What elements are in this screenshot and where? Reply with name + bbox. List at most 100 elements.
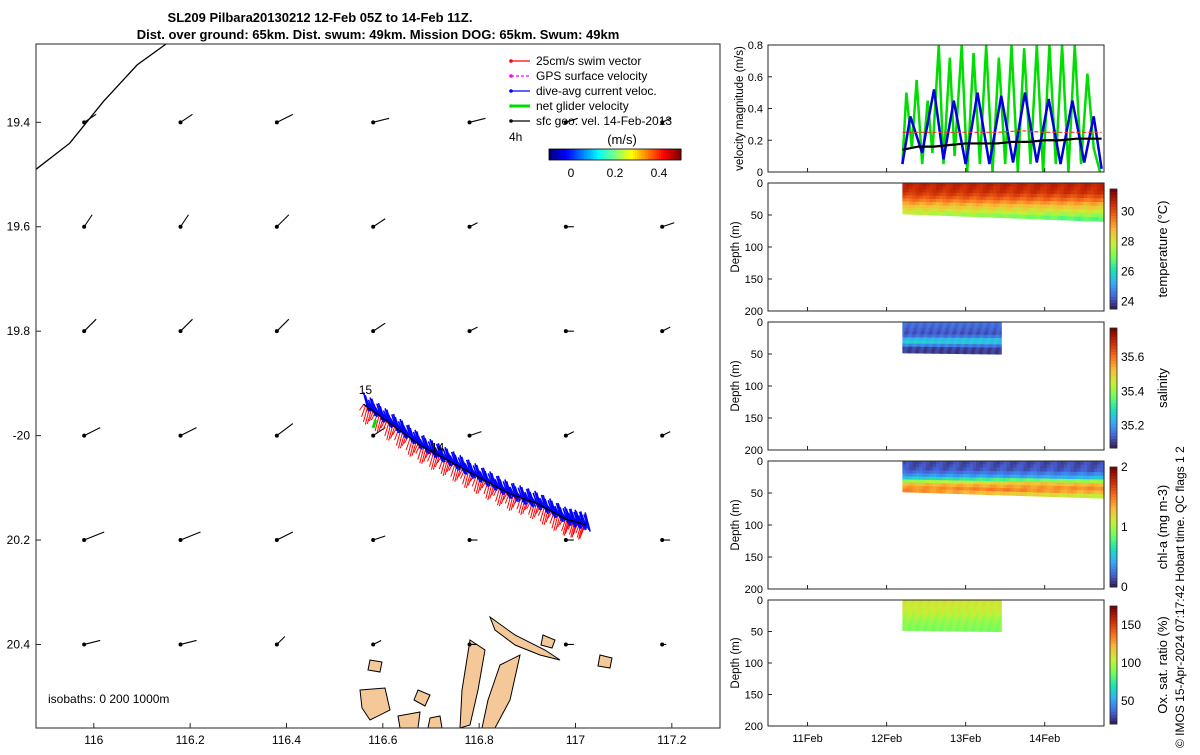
section-cell	[972, 470, 977, 475]
section-cell	[923, 612, 927, 616]
section-cell	[1006, 203, 1011, 208]
section-cell	[989, 347, 992, 352]
section-cell	[959, 470, 964, 475]
colorbar-tick-label: 0	[568, 166, 575, 180]
section-cell	[1033, 464, 1038, 469]
section-cell	[919, 482, 924, 487]
section-cell	[1067, 475, 1071, 480]
section-cell	[1100, 183, 1105, 188]
geo-velocity-arrow	[467, 326, 478, 334]
section-cell	[968, 612, 971, 617]
section-cell	[964, 600, 968, 604]
arrow-head	[467, 329, 472, 334]
section-cell	[969, 331, 973, 336]
section-cell	[943, 603, 946, 607]
section-cell	[920, 340, 923, 345]
section-cell	[935, 343, 938, 348]
section-cell	[1083, 475, 1088, 480]
section-cell	[943, 618, 946, 623]
section-cell	[936, 350, 940, 354]
section-cell	[927, 337, 930, 342]
section-cell	[999, 203, 1004, 208]
colorbar-cell	[670, 149, 673, 160]
section-cell	[925, 609, 928, 613]
section-cell	[993, 203, 998, 208]
section-cell	[984, 612, 987, 617]
section-cell	[915, 467, 920, 471]
section-cell	[981, 621, 984, 626]
section-cell	[958, 344, 961, 348]
geo-velocity-arrow	[178, 427, 197, 438]
section-cell	[993, 200, 998, 205]
section-cell	[942, 189, 947, 194]
section-cell	[984, 341, 987, 345]
section-cell	[1026, 474, 1031, 479]
section-cell	[968, 603, 971, 607]
arrow-head	[660, 120, 665, 125]
section-cell	[922, 476, 927, 481]
section-cell	[978, 328, 981, 333]
section-cell	[933, 612, 936, 616]
section-cell	[974, 328, 978, 333]
section-cell	[1023, 464, 1028, 469]
section-cell	[955, 328, 958, 333]
section-cell	[999, 622, 1002, 626]
section-cell	[999, 488, 1004, 493]
colorbar-cell	[1110, 665, 1117, 669]
swim-vector	[411, 442, 417, 456]
section-cell	[935, 334, 938, 339]
colorbar-cell	[1110, 409, 1117, 413]
section-cell	[1093, 209, 1098, 215]
section-cell	[946, 331, 950, 336]
current-vector	[362, 392, 370, 412]
section-cell	[983, 328, 986, 333]
section-cell	[1016, 491, 1021, 496]
section-cell	[1053, 475, 1058, 480]
section-cell	[1043, 193, 1048, 199]
colorbar-cell	[1110, 222, 1117, 226]
colorbar-frame	[548, 148, 682, 161]
section-cell	[1026, 478, 1031, 483]
colorbar-cell	[1110, 700, 1117, 704]
section-cell	[979, 196, 984, 201]
section-cell	[996, 189, 1001, 194]
section-cell	[1040, 183, 1045, 188]
colorbar-cell	[612, 149, 616, 160]
section-cell	[1006, 193, 1011, 198]
section-cell	[905, 470, 910, 474]
section-cell	[966, 461, 971, 465]
section-cell	[969, 347, 973, 352]
section-cell	[1050, 468, 1055, 473]
section-cell	[923, 618, 927, 622]
section-cell	[1043, 211, 1048, 217]
section-cell	[992, 325, 996, 329]
section-cell	[928, 600, 931, 604]
section-cell	[925, 479, 930, 484]
section-cell	[969, 202, 974, 207]
section-cell	[1097, 483, 1102, 488]
section-cell	[963, 331, 966, 336]
section-cell	[976, 347, 979, 352]
section-cell	[920, 624, 923, 629]
section-cell	[972, 206, 977, 211]
section-cell	[1006, 471, 1011, 476]
section-cell	[1063, 464, 1068, 469]
section-cell	[966, 344, 969, 348]
section-cell	[989, 467, 994, 472]
section-cell	[912, 621, 915, 625]
section-cell	[986, 471, 991, 475]
section-cell	[1080, 479, 1085, 484]
section-cell	[946, 343, 950, 348]
section-cell	[994, 618, 997, 623]
section-cell	[983, 606, 986, 610]
colorbar-cell	[1110, 424, 1117, 428]
section-cell	[1009, 200, 1014, 205]
section-cell	[976, 487, 981, 492]
y-tick-label: 20.2	[7, 533, 31, 547]
geo-velocity-arrow	[178, 214, 189, 229]
section-cell	[1043, 215, 1048, 220]
section-cell	[983, 350, 986, 355]
section-cell	[976, 322, 979, 326]
section-cell	[1016, 474, 1021, 479]
current-vector	[495, 475, 503, 494]
